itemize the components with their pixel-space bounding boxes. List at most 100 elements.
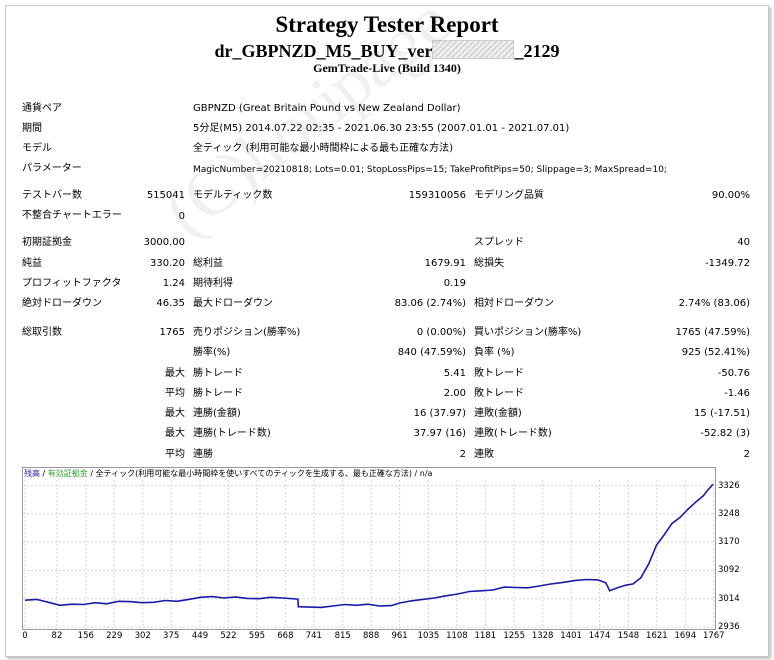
- x-tick-label: 375: [163, 631, 180, 641]
- symbol-label: 通貨ペア: [22, 103, 62, 114]
- ticks-label: モデルティック数: [193, 190, 273, 201]
- balance-chart-svg: [23, 480, 715, 629]
- short-label: 売りポジション(勝率%): [193, 327, 301, 338]
- avg-word-2: 平均: [165, 449, 185, 460]
- rel-dd-value: 2.74% (83.06): [678, 298, 750, 309]
- max-word-2: 最大: [165, 408, 185, 419]
- largest-loss-value: -50.76: [717, 368, 750, 379]
- x-tick-label: 888: [363, 631, 380, 641]
- bars-label: テストバー数: [22, 190, 82, 201]
- x-tick-label: 1255: [503, 631, 525, 641]
- mismatch-label: 不整合チャートエラー: [22, 210, 122, 221]
- x-tick-label: 156: [77, 631, 94, 641]
- x-tick-label: 302: [134, 631, 151, 641]
- quality-label: モデリング品質: [474, 190, 544, 201]
- avg-cons-win-label: 連勝: [193, 449, 213, 460]
- avg-loss-value: -1.46: [724, 388, 750, 399]
- chart-legend: 残高 / 有効証拠金 / 全ティック(利用可能な最小時間枠を使いすべてのティック…: [24, 469, 432, 479]
- gross-loss-value: -1349.72: [705, 258, 750, 269]
- loss-value: 925 (52.41%): [681, 347, 750, 358]
- redacted-block: [432, 40, 515, 59]
- abs-dd-value: 46.35: [156, 298, 185, 309]
- x-tick-label: 741: [305, 631, 322, 641]
- model-label: モデル: [22, 143, 52, 154]
- trades-value: 1765: [159, 327, 185, 338]
- quality-value: 90.00%: [711, 190, 750, 201]
- cons-win-trades-value: 37.97 (16): [413, 428, 466, 439]
- balance-chart: [22, 467, 716, 630]
- x-tick-label: 1108: [446, 631, 468, 641]
- legend-na: n/a: [419, 469, 433, 478]
- largest-win-value: 5.41: [443, 368, 466, 379]
- win-value: 840 (47.59%): [397, 347, 466, 358]
- symbol-value: GBPNZD (Great Britain Pound vs New Zeala…: [193, 103, 461, 114]
- ea-name: dr_GBPNZD_M5_BUY_ver _2129: [0, 40, 774, 62]
- abs-dd-label: 絶対ドローダウン: [22, 298, 102, 309]
- server-build: GemTrade-Live (Build 1340): [313, 61, 461, 75]
- ea-name-prefix: dr_GBPNZD_M5_BUY_ver: [214, 41, 433, 61]
- deposit-value: 3000.00: [143, 237, 185, 248]
- gross-profit-label: 総利益: [193, 258, 223, 269]
- y-tick-label: 2936: [718, 622, 740, 632]
- pf-label: プロフィットファクタ: [22, 278, 122, 289]
- x-tick-label: 229: [106, 631, 123, 641]
- deposit-label: 初期証拠金: [22, 237, 72, 248]
- max-dd-label: 最大ドローダウン: [193, 298, 273, 309]
- params-value: MagicNumber=20210818; Lots=0.01; StopLos…: [193, 165, 667, 175]
- spread-label: スプレッド: [474, 237, 524, 248]
- x-tick-label: 1548: [617, 631, 640, 641]
- legend-sep-3: /: [411, 469, 420, 478]
- period-value: 5分足(M5) 2014.07.22 02:35 - 2021.06.30 23…: [193, 123, 570, 134]
- y-tick-label: 3326: [718, 480, 740, 491]
- rel-dd-label: 相対ドローダウン: [474, 298, 554, 309]
- legend-model: 全ティック(利用可能な最小時間枠を使いすべてのティックを生成する、最も正確な方法…: [95, 469, 412, 478]
- cons-loss-trades-value: -52.82 (3): [700, 428, 750, 439]
- x-tick-label: 1621: [646, 631, 668, 641]
- legend-sep-2: /: [87, 469, 96, 478]
- x-tick-label: 1035: [417, 631, 440, 641]
- largest-loss-label: 敗トレード: [474, 368, 524, 379]
- x-tick-label: 449: [191, 631, 209, 641]
- cons-win-amt-value: 16 (37.97): [413, 408, 466, 419]
- expected-value: 0.19: [443, 278, 466, 289]
- avg-cons-loss-value: 2: [743, 449, 750, 460]
- y-tick-label: 3092: [718, 565, 740, 576]
- x-tick-label: 668: [277, 631, 294, 641]
- params-label: パラメーター: [22, 163, 82, 174]
- cons-win-amt-label: 連勝(金額): [193, 408, 241, 419]
- ea-name-suffix: _2129: [514, 41, 560, 61]
- x-tick-label: 0: [22, 631, 28, 641]
- cons-loss-amt-value: 15 (-17.51): [694, 408, 750, 419]
- max-dd-value: 83.06 (2.74%): [394, 298, 466, 309]
- pf-value: 1.24: [162, 278, 185, 289]
- ticks-value: 159310056: [408, 190, 466, 201]
- x-tick-label: 1328: [531, 631, 554, 641]
- model-value: 全ティック (利用可能な最小時間枠による最も正確な方法): [193, 143, 454, 154]
- y-tick-label: 3014: [718, 593, 740, 604]
- avg-win-label: 勝トレード: [193, 388, 243, 399]
- avg-cons-loss-label: 連敗: [474, 449, 494, 460]
- x-tick-label: 595: [248, 631, 266, 641]
- x-tick-label: 1474: [588, 631, 611, 641]
- net-label: 純益: [22, 258, 42, 269]
- cons-loss-amt-label: 連敗(金額): [474, 408, 522, 419]
- legend-sep-1: /: [40, 469, 48, 478]
- period-label: 期間: [22, 123, 42, 134]
- x-tick-label: 961: [391, 631, 408, 641]
- bars-value: 515041: [146, 190, 185, 201]
- x-tick-label: 1767: [702, 631, 725, 641]
- short-value: 0 (0.00%): [416, 327, 466, 338]
- x-tick-label: 1401: [560, 631, 582, 641]
- gross-loss-label: 総損失: [474, 258, 504, 269]
- x-tick-label: 82: [51, 631, 63, 641]
- max-word-3: 最大: [165, 428, 185, 439]
- avg-word-1: 平均: [165, 388, 185, 399]
- legend-equity: 有効証拠金: [47, 469, 88, 478]
- report-title: Strategy Tester Report: [275, 12, 499, 37]
- loss-label: 負率 (%): [474, 347, 515, 358]
- avg-win-value: 2.00: [443, 388, 466, 399]
- win-label: 勝率(%): [193, 347, 231, 358]
- trades-label: 総取引数: [22, 327, 62, 338]
- y-tick-label: 3248: [718, 508, 740, 519]
- x-tick-label: 815: [334, 631, 351, 641]
